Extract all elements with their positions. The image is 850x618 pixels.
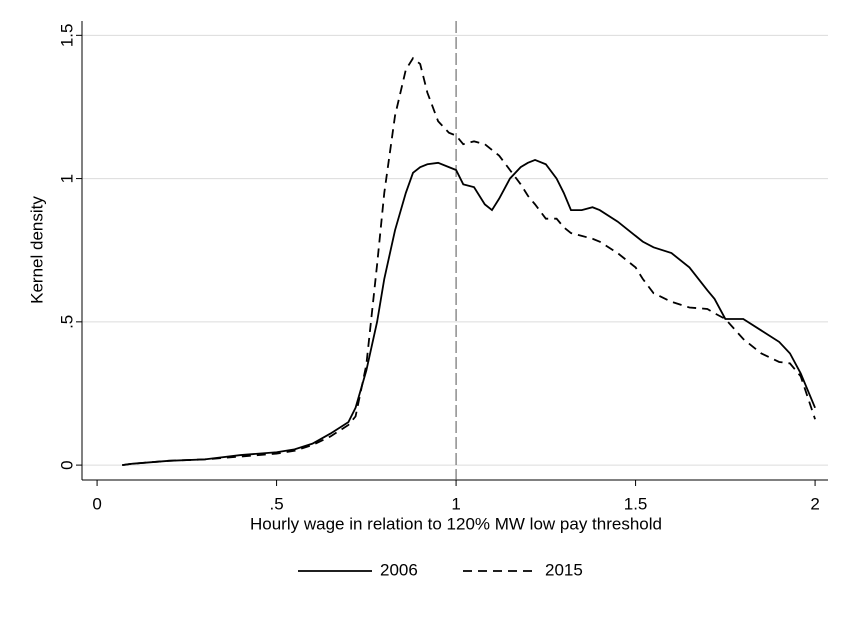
x-tick-label: 0 bbox=[92, 494, 101, 513]
y-tick-label: 1 bbox=[57, 174, 76, 183]
y-axis-label: Kernel density bbox=[27, 196, 46, 304]
y-tick-label: .5 bbox=[57, 315, 76, 329]
x-tick-label: 1 bbox=[451, 494, 460, 513]
x-tick-label: 2 bbox=[810, 494, 819, 513]
series-line bbox=[122, 158, 816, 466]
y-tick-label: 0 bbox=[57, 460, 76, 469]
legend-label: 2006 bbox=[380, 560, 418, 579]
legend-label: 2015 bbox=[545, 560, 583, 579]
x-tick-label: 1.5 bbox=[624, 494, 648, 513]
y-tick-label: 1.5 bbox=[57, 24, 76, 48]
x-axis-label: Hourly wage in relation to 120% MW low p… bbox=[250, 514, 662, 533]
series-line bbox=[122, 56, 816, 466]
x-tick-label: .5 bbox=[269, 494, 283, 513]
